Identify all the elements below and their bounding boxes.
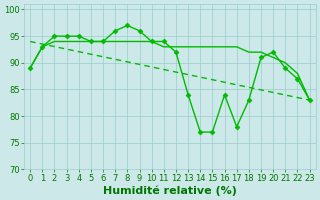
- X-axis label: Humidité relative (%): Humidité relative (%): [103, 185, 237, 196]
